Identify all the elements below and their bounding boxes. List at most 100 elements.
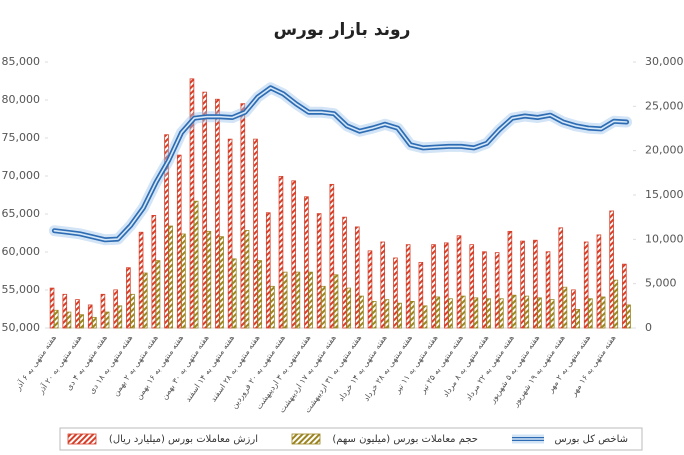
chart-title: روند بازار بورس (274, 20, 411, 40)
y2-tick-label: 5,000 (645, 277, 677, 290)
bar (92, 316, 97, 329)
bar (346, 287, 352, 329)
y2-tick-label: 30,000 (645, 55, 684, 68)
bar (142, 272, 148, 329)
bar (410, 300, 415, 329)
bar (626, 304, 631, 329)
bar (600, 296, 606, 329)
bar (486, 298, 491, 329)
bar (304, 196, 309, 329)
bar (87, 304, 93, 329)
line-glow (48, 82, 633, 246)
bar (418, 261, 424, 329)
bar (244, 230, 250, 329)
legend-label: ارزش معاملات بورس (میلیارد ریال) (109, 434, 258, 445)
bar (371, 300, 377, 329)
y-tick-label: 65,000 (2, 207, 41, 220)
y-tick-label: 60,000 (2, 245, 41, 258)
bar (473, 297, 479, 329)
bar (469, 244, 475, 329)
bar (308, 271, 313, 329)
bar (596, 234, 602, 329)
bar (117, 305, 123, 329)
x-tick-label: هفته منتهی به ۱۶ بهمن (134, 333, 185, 401)
bar (524, 295, 530, 329)
bar (168, 225, 174, 329)
bar (240, 103, 246, 329)
legend-label: شاخص کل بورس (554, 434, 628, 445)
bar (104, 311, 110, 329)
bar (278, 175, 284, 329)
bar (384, 299, 390, 329)
bar (206, 230, 212, 329)
bar (393, 257, 398, 329)
y-tick-label: 85,000 (2, 55, 41, 68)
x-tick-label: هفته منتهی به ۲۸ خرداد (362, 333, 414, 402)
bar (295, 271, 301, 329)
bar (151, 214, 157, 329)
bar (130, 293, 135, 329)
bar (588, 298, 593, 329)
y-tick-label: 75,000 (2, 131, 41, 144)
bar (257, 260, 263, 329)
line-core (53, 87, 628, 241)
bar (333, 274, 339, 329)
bar (422, 305, 428, 329)
bar (265, 212, 271, 329)
bar (575, 308, 580, 329)
bar (562, 286, 568, 329)
bar (511, 294, 517, 329)
bar (75, 299, 80, 329)
x-tick-label: هفته منتهی به ۲۸ اسفند (209, 333, 262, 403)
y2-tick-label: 25,000 (645, 99, 684, 112)
bar (113, 289, 118, 329)
bar (380, 241, 386, 329)
bar (176, 154, 182, 329)
x-tick-label: هفته منتهی به ۲ بهمن (111, 333, 160, 397)
bar (367, 250, 373, 329)
bar (482, 251, 487, 329)
bar (520, 240, 525, 329)
bar (354, 226, 360, 329)
bar (181, 233, 186, 329)
bar (215, 98, 220, 329)
bar (193, 200, 199, 329)
bar (53, 309, 59, 329)
legend-swatch (291, 433, 321, 445)
x-tick-label: هفته منتهی به ۲۰ آذر (35, 333, 84, 396)
bar (79, 314, 84, 329)
bar (202, 91, 207, 329)
y-tick-label: 50,000 (2, 321, 41, 334)
bar (545, 251, 551, 329)
bar (435, 296, 441, 329)
bar (126, 267, 131, 329)
bar (443, 242, 449, 329)
bar (537, 297, 542, 329)
bar (571, 289, 576, 329)
bar (494, 252, 500, 329)
bar (227, 138, 233, 329)
x-tick-label: هفته منتهی به ۸ مرداد (441, 333, 491, 398)
bar (456, 235, 462, 329)
legend-label: حجم معاملات بورس (میلیون سهم) (332, 434, 478, 445)
bar (155, 260, 161, 329)
bar (100, 293, 106, 329)
bar (507, 230, 513, 329)
x-tick-label: هفته منتهی به ۲۲ مرداد (464, 333, 516, 402)
bar (253, 138, 258, 329)
y-tick-label: 70,000 (2, 169, 41, 182)
y-tick-label: 80,000 (2, 93, 41, 106)
bar (558, 227, 564, 329)
y2-tick-label: 20,000 (645, 144, 684, 157)
bar (397, 302, 402, 329)
bar (232, 258, 237, 329)
bar (291, 180, 296, 329)
x-tick-label: هفته منتهی به ۱۶ مهر (568, 333, 617, 398)
bar (431, 244, 436, 329)
bar (622, 263, 627, 329)
bar (329, 183, 335, 329)
y-tick-label: 55,000 (2, 283, 41, 296)
bar (138, 231, 144, 329)
bar (282, 271, 288, 329)
x-tick-label: هفته منتهی به ۱۴ اسفند (183, 333, 236, 403)
